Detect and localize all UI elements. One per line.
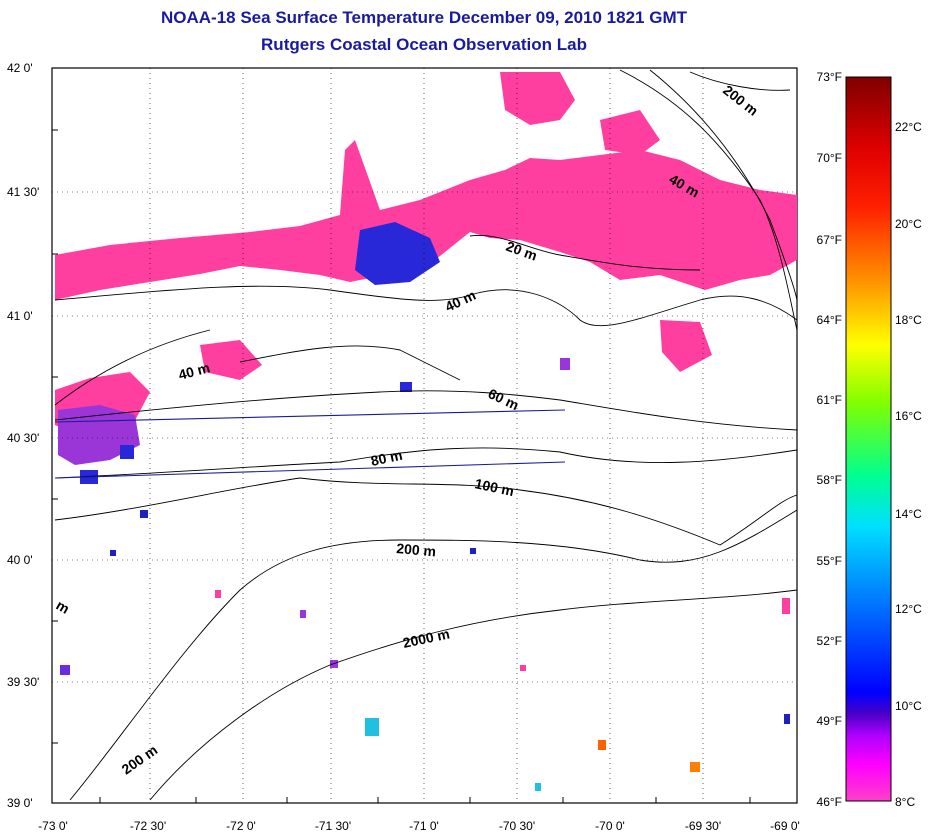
contour-2000m [149, 589, 798, 801]
sst-patch-nantucket [200, 340, 262, 380]
color-scale-bar [845, 76, 892, 802]
lon-label: -71 30' [315, 819, 351, 833]
f-label: 61°F [817, 393, 842, 407]
transect-north [54, 409, 566, 423]
map-subtitle: Rutgers Coastal Ocean Observation Lab [261, 35, 587, 54]
contour-40m-north [54, 285, 798, 327]
label-200m-mid: 200 m [396, 540, 437, 559]
lat-label: 41 30' [7, 185, 39, 199]
c-label: 12°C [895, 602, 922, 616]
sst-capecod [500, 72, 575, 125]
f-label: 67°F [817, 233, 842, 247]
sst-overlay [55, 72, 797, 791]
sst-northeast [600, 110, 660, 155]
transect-lines [54, 409, 566, 479]
lat-label: 39 0' [7, 796, 33, 810]
lat-label: 41 0' [7, 309, 33, 323]
f-label: 58°F [817, 473, 842, 487]
lat-label: 42 0' [7, 61, 33, 75]
coastline-ne [689, 71, 791, 91]
c-label: 16°C [895, 409, 922, 423]
axis-ticks [52, 129, 751, 803]
longitude-labels: -73 0' -72 30' -72 0' -71 30' -71 0' -70… [38, 819, 800, 833]
contour-60m [54, 390, 798, 431]
fahrenheit-labels: 73°F 70°F 67°F 64°F 61°F 58°F 55°F 52°F … [817, 70, 842, 809]
f-label: 52°F [817, 634, 842, 648]
f-label: 46°F [817, 795, 842, 809]
celsius-labels: 22°C 20°C 18°C 16°C 14°C 12°C 10°C 8°C [895, 120, 922, 809]
sst-coastal-band [55, 140, 797, 300]
lon-label: -73 0' [38, 819, 68, 833]
lon-label: -70 0' [595, 819, 625, 833]
f-label: 73°F [817, 70, 842, 84]
f-label: 64°F [817, 313, 842, 327]
lat-label: 39 30' [7, 675, 39, 689]
lon-label: -69 30' [685, 819, 721, 833]
lon-label: -71 0' [409, 819, 439, 833]
contour-ne-2 [649, 69, 798, 301]
f-label: 55°F [817, 554, 842, 568]
lon-label: -69 0' [770, 819, 800, 833]
c-label: 20°C [895, 217, 922, 231]
lon-label: -72 0' [226, 819, 256, 833]
c-label: 14°C [895, 507, 922, 521]
sst-patch-east [660, 320, 712, 372]
contour-20m [469, 234, 701, 271]
label-80m: 80 m [369, 447, 404, 469]
bathymetry-contours [54, 69, 798, 801]
contour-100m [54, 477, 798, 546]
label-40m-west: 40 m [177, 359, 212, 383]
latitude-labels: 42 0' 41 30' 41 0' 40 30' 40 0' 39 30' 3… [7, 61, 39, 810]
graticule [52, 68, 797, 803]
lon-label: -70 30' [499, 819, 535, 833]
c-label: 22°C [895, 120, 922, 134]
c-label: 18°C [895, 313, 922, 327]
lat-label: 40 30' [7, 431, 39, 445]
contour-40m-west [54, 329, 211, 406]
f-label: 70°F [817, 151, 842, 165]
sst-blue-patch [355, 222, 440, 285]
coastline-long-island [239, 345, 461, 381]
c-label: 8°C [895, 795, 915, 809]
transect-south [54, 461, 566, 479]
contour-80m [54, 447, 798, 479]
contour-200m-ne [619, 69, 798, 331]
c-label: 10°C [895, 699, 922, 713]
contour-200m-shelf [69, 509, 798, 801]
map-title: NOAA-18 Sea Surface Temperature December… [161, 8, 687, 27]
lon-label: -72 30' [130, 819, 166, 833]
f-label: 49°F [817, 714, 842, 728]
lat-label: 40 0' [7, 553, 33, 567]
